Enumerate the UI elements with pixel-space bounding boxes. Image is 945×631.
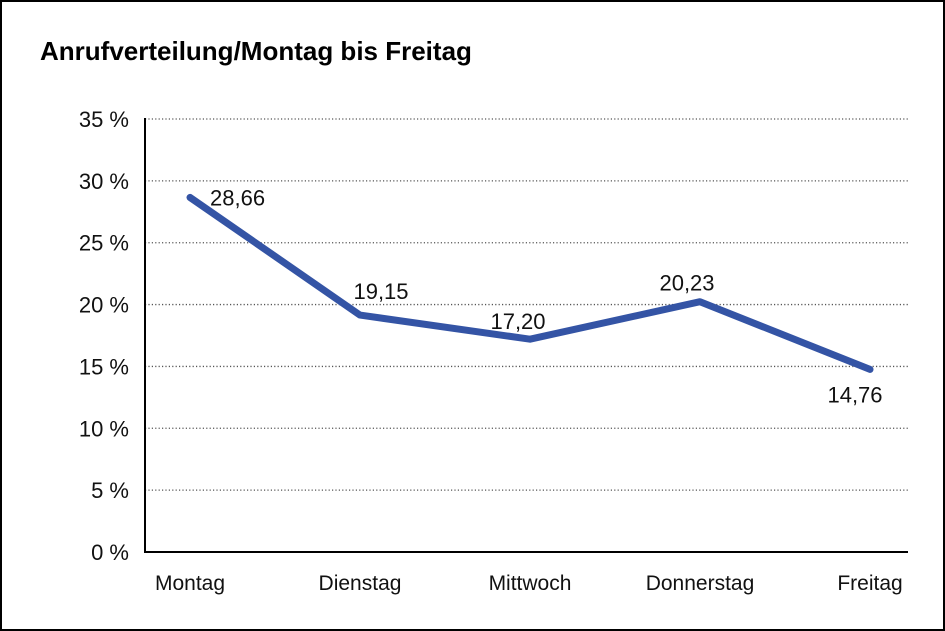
y-tick-label: 30 % [79, 169, 129, 194]
page-title: Anrufverteilung/Montag bis Freitag [40, 36, 472, 66]
y-tick-label: 25 % [79, 231, 129, 256]
x-category-label: Montag [155, 572, 225, 595]
x-category-label: Dienstag [319, 572, 402, 595]
y-tick-label: 5 % [91, 478, 129, 503]
data-point-label: 19,15 [353, 279, 408, 304]
x-category-label: Freitag [837, 572, 902, 595]
y-tick-label: 0 % [91, 540, 129, 565]
y-tick-label: 10 % [79, 416, 129, 441]
y-tick-label: 15 % [79, 354, 129, 379]
x-category-label: Mittwoch [489, 572, 572, 595]
y-tick-label: 20 % [79, 293, 129, 318]
data-line [186, 193, 874, 373]
data-point-label: 17,20 [490, 309, 545, 334]
y-tick-label: 35 % [79, 107, 129, 132]
data-point-label: 28,66 [210, 185, 265, 210]
x-category-label: Donnerstag [646, 572, 755, 595]
data-point-label: 20,23 [659, 271, 714, 296]
data-point-label: 14,76 [827, 382, 882, 407]
